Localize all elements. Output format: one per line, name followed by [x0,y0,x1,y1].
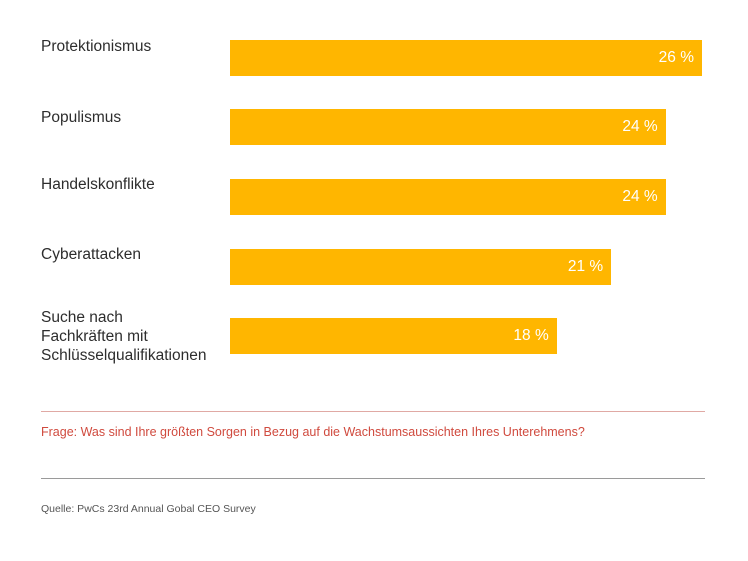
data-label: 24 % [622,118,658,135]
category-label-line: Handelskonflikte [41,176,155,193]
category-label: Populismus [41,108,226,127]
data-label: 21 % [567,258,604,275]
source-note: Quelle: PwCs 23rd Annual Gobal CEO Surve… [41,503,256,515]
bar: 24 % [230,109,666,145]
category-label-line: Populismus [41,109,122,126]
bar: 26 % [230,40,702,76]
bar: 18 % [230,318,557,354]
category-label-line: Schlüsselqualifikationen [41,347,207,364]
data-label: 26 % [658,49,694,66]
divider-top [41,411,705,412]
data-label: 24 % [622,188,658,205]
category-label-line: Protektionismus [41,38,152,55]
category-label: Suche nach Fachkräften mit Schlüsselqualif… [41,308,226,365]
category-label: Handelskonflikte [41,175,226,194]
divider-bottom [41,478,705,479]
category-label: Protektionismus [41,37,226,56]
category-label-line: Fachkräften mit [41,328,148,345]
bar: 21 % [230,249,612,285]
data-label: 18 % [513,327,549,344]
survey-question: Frage: Was sind Ihre größten Sorgen in B… [41,425,585,439]
category-label-line: Cyberattacken [41,246,141,263]
category-label: Cyberattacken [41,245,226,264]
bar: 24 % [230,179,666,215]
category-label-line: Suche nach [41,309,123,326]
